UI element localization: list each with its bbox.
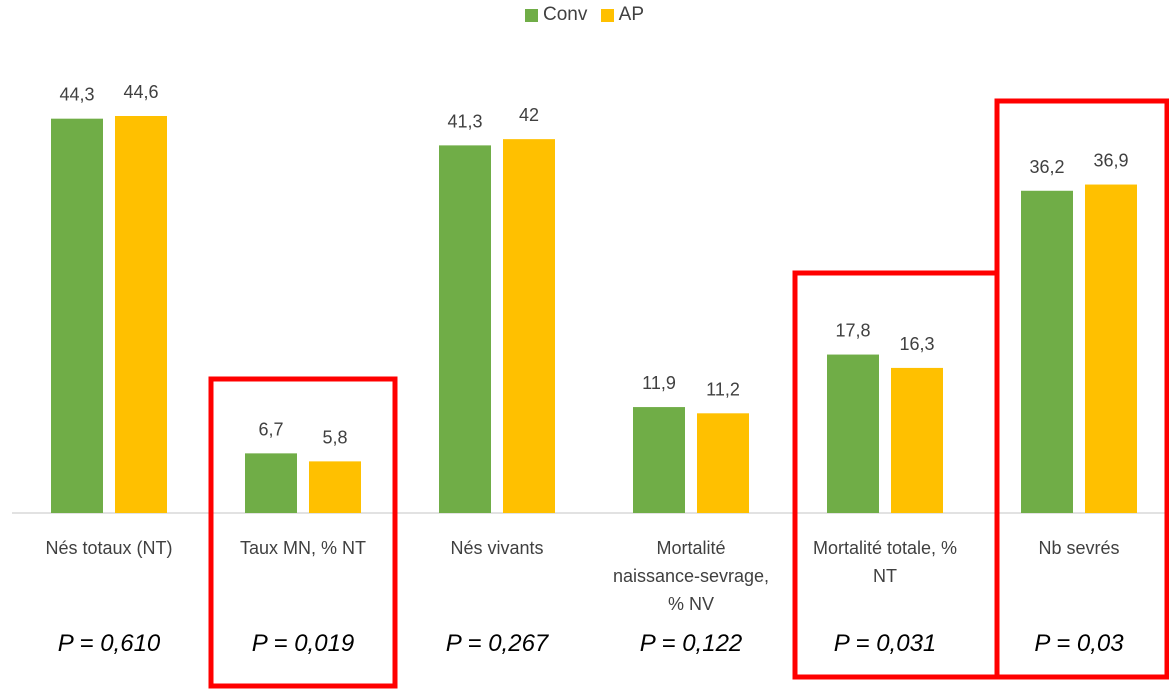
category-label-0: Nés totaux (NT) [14,534,204,562]
category-label-5-line-0: Nb sevrés [1038,538,1120,558]
bar-conv-4 [827,354,879,513]
bar-ap-4 [891,367,943,513]
data-label-ap-4: 16,3 [899,334,934,354]
p-value-4: P = 0,031 [833,630,937,657]
category-label-3: Mortalité naissance-sevrage, % NV [596,534,786,618]
bar-ap-0 [115,116,167,513]
data-label-ap-3: 11,2 [706,379,740,399]
bar-conv-0 [51,118,103,513]
p-value-1: P = 0,019 [251,630,355,657]
legend: Conv AP [0,4,1169,28]
data-label-conv-2: 41,3 [447,111,482,131]
bar-conv-3 [633,407,685,513]
bar-conv-2 [439,145,491,513]
data-label-ap-2: 42 [519,105,539,125]
data-label-conv-0: 44,3 [59,85,94,105]
legend-swatch-conv [525,8,538,22]
category-label-3-line-2: % NV [667,594,714,614]
category-label-5: Nb sevrés [984,534,1169,562]
data-label-ap-1: 5,8 [322,427,347,447]
category-label-3-line-0: Mortalité [656,538,726,558]
data-label-ap-5: 36,9 [1093,151,1128,171]
legend-label-conv: Conv [543,4,588,25]
bar-conv-1 [245,453,297,513]
category-label-3-line-1: naissance-sevrage, [612,566,770,586]
legend-swatch-ap [600,8,614,22]
category-label-1-line-0: Taux MN, % NT [239,538,367,558]
data-label-conv-3: 11,9 [642,373,676,393]
data-label-conv-1: 6,7 [258,419,283,439]
p-value-5: P = 0,03 [1034,630,1124,657]
data-label-conv-5: 36,2 [1029,157,1064,177]
highlight-box-5 [994,98,1169,680]
legend-item-conv: Conv [525,4,587,26]
legend-item-ap: AP [600,4,644,26]
data-label-conv-4: 17,8 [835,321,870,341]
category-label-4-line-1: NT [873,566,897,586]
data-label-ap-0: 44,6 [123,82,158,102]
p-value-3: P = 0,122 [639,630,743,657]
category-label-2: Nés vivants [402,534,592,562]
category-label-2-line-0: Nés vivants [450,538,544,558]
highlight-box-1 [208,376,398,689]
bar-ap-2 [503,139,555,513]
bar-ap-3 [697,413,749,513]
bar-ap-5 [1085,184,1137,514]
category-label-1: Taux MN, % NT [208,534,398,562]
legend-label-ap: AP [618,4,644,25]
p-value-0: P = 0,610 [57,630,161,657]
category-label-4-line-0: Mortalité totale, % [812,538,958,558]
p-value-2: P = 0,267 [445,630,549,657]
category-label-0-line-0: Nés totaux (NT) [45,538,173,558]
bar-ap-1 [309,461,361,513]
bar-conv-5 [1021,190,1073,513]
category-label-4: Mortalité totale, % NT [790,534,980,590]
